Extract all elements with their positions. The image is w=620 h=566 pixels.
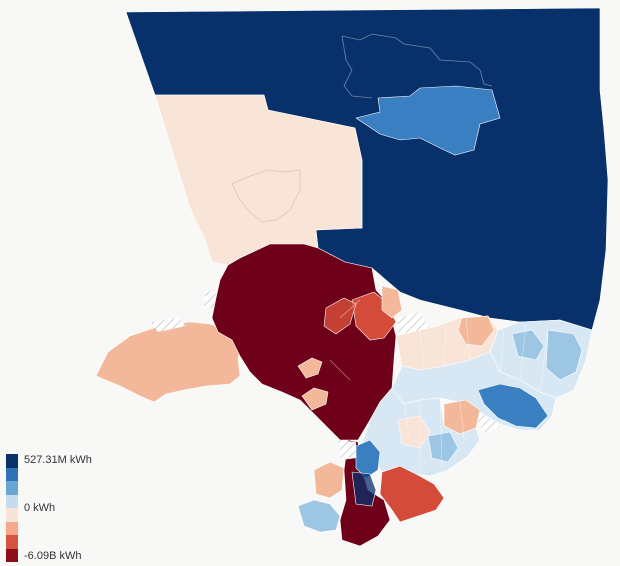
region-pasadena[interactable] [381,285,403,319]
region-west-covina[interactable] [511,329,545,361]
hatch-south-block [338,440,356,460]
legend-swatch [6,454,18,468]
region-palos-verdes[interactable] [297,499,341,533]
region-beverly-hills[interactable] [297,357,323,379]
region-azusa[interactable] [457,315,495,347]
region-culver-city[interactable] [301,387,329,411]
legend-swatch [6,548,18,562]
region-carson[interactable] [351,471,377,507]
region-los-angeles-city[interactable] [211,243,397,441]
legend-max-label: 527.31M kWh [24,454,92,466]
region-torrance[interactable] [313,461,345,499]
legend-swatch [6,467,18,481]
legend-mid-label: 0 kWh [24,502,56,514]
hatch-west-block [204,290,216,308]
region-glendale[interactable] [323,297,357,335]
legend-swatch [6,535,18,549]
legend-swatch [6,508,18,522]
legend-color-scale [6,454,18,562]
legend-min-label: -6.09B kWh [24,550,82,562]
region-pomona[interactable] [545,329,583,381]
region-whittier[interactable] [477,383,549,429]
region-bellflower[interactable] [397,415,431,449]
legend-swatch [6,494,18,508]
hatch-malibu-strip [150,318,186,332]
legend-swatch [6,521,18,535]
outline-santa-clarita [231,169,301,223]
internal-boundaries [299,299,549,470]
region-antelope-valley[interactable] [355,85,501,156]
legend-swatch [6,481,18,495]
region-compton[interactable] [355,439,381,479]
outline-north-boundary [341,33,493,99]
legend: 527.31M kWh 0 kWh -6.09B kWh [6,454,166,562]
region-lakewood[interactable] [427,431,459,463]
